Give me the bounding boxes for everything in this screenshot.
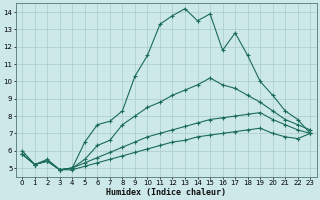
- X-axis label: Humidex (Indice chaleur): Humidex (Indice chaleur): [106, 188, 226, 197]
